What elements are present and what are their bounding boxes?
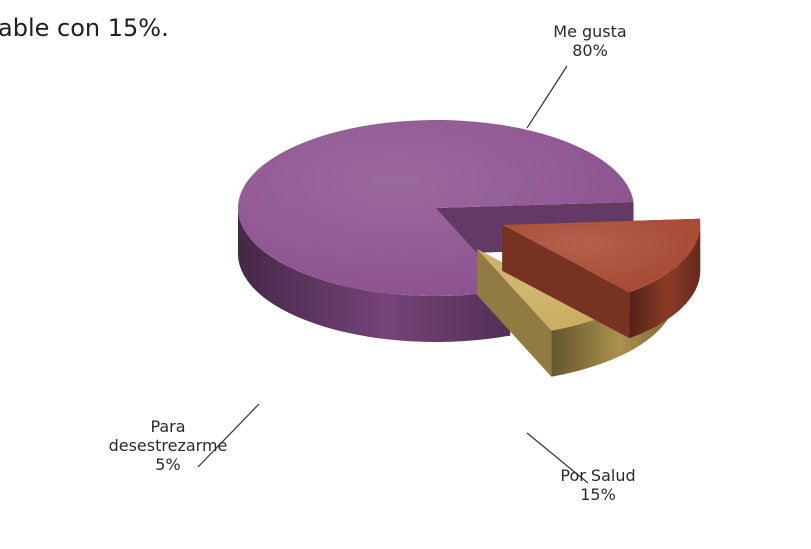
slice-value-label-2: 5% <box>155 455 180 474</box>
slice-0-rim <box>238 208 511 342</box>
leader-line-2 <box>197 403 260 468</box>
slices-layer <box>237 120 701 377</box>
slice-0-top <box>237 120 634 297</box>
slice-label-1-0: Por Salud <box>560 466 635 485</box>
leader-line-1 <box>526 432 589 484</box>
slice-value-label-0: 80% <box>572 41 608 60</box>
slice-value-label-1: 15% <box>580 485 616 504</box>
slice-2-rim <box>551 249 676 377</box>
slice-1-top <box>502 218 701 293</box>
slice-label-0-0: Me gusta <box>553 22 626 41</box>
slice-label-2-1: desestrezarme <box>109 436 228 455</box>
slice-2-side-1 <box>477 249 552 377</box>
slice-label-2-0: Para <box>150 417 185 436</box>
pie-slice-1 <box>502 218 701 339</box>
slice-1-rim <box>629 224 701 339</box>
intro-text: able con 15%. <box>0 14 169 42</box>
slice-1-side-1 <box>502 224 630 339</box>
leaders-layer <box>197 65 589 484</box>
leader-line-0 <box>526 65 568 129</box>
